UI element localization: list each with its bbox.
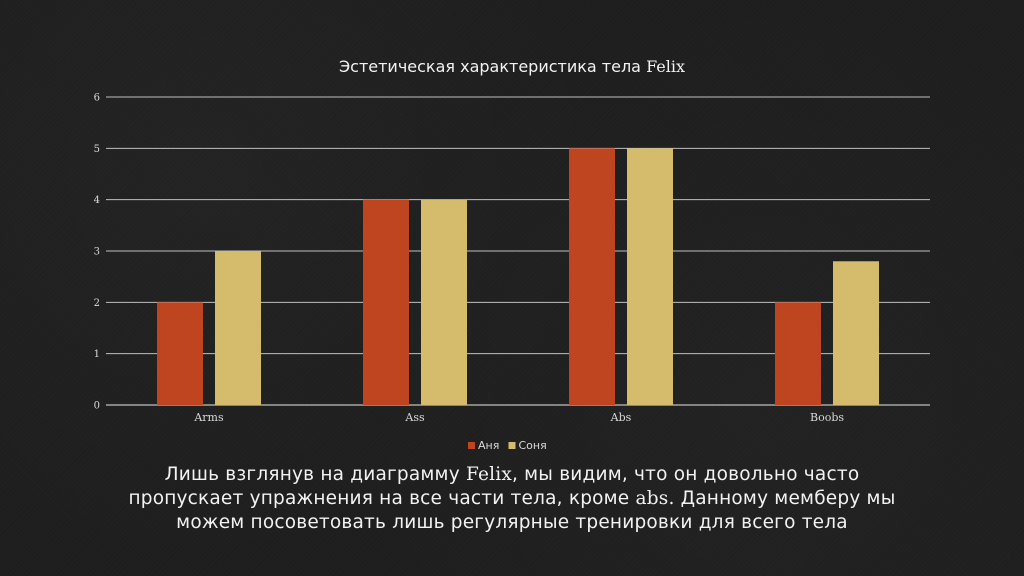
y-tick-label-0: 0 [94, 401, 100, 412]
caption-line-2: пропускает упражнения на все части тела,… [40, 487, 984, 511]
bar-arms-series-1 [157, 302, 203, 405]
caption-line-1-start: Лишь взглянув на диаграмму [164, 464, 466, 485]
bar-boobs-series-1 [775, 302, 821, 405]
bar-boobs-series-2 [833, 261, 879, 405]
caption-line-2-end: Данному мемберу мы [674, 488, 896, 509]
caption-line-1: Лишь взглянув на диаграмму Felix, мы вид… [40, 463, 984, 487]
bar-chart: Эстетическая характеристика тела Felix 0… [94, 57, 930, 452]
x-tick-label-abs: Abs [610, 411, 632, 424]
x-tick-label-boobs: Boobs [810, 411, 844, 424]
caption-line-1-name: Felix [465, 464, 512, 485]
caption-line-2-start: пропускает упражнения на все части тела,… [128, 488, 636, 509]
legend: Аня Соня [468, 439, 547, 452]
x-tick-label-ass: Ass [404, 411, 425, 424]
y-tick-label-6: 6 [94, 93, 100, 104]
y-tick-label-1: 1 [94, 349, 100, 360]
bar-arms-series-2 [215, 251, 261, 405]
caption-line-3: можем посоветовать лишь регулярные трени… [176, 512, 848, 533]
bar-ass-series-2 [421, 199, 467, 405]
caption-line-2-abs: abs. [635, 488, 675, 509]
y-tick-label-2: 2 [94, 298, 100, 309]
x-tick-label-arms: Arms [193, 411, 224, 424]
bars [157, 148, 879, 406]
y-tick-label-4: 4 [94, 195, 100, 206]
chart-title: Эстетическая характеристика тела Felix [339, 57, 685, 76]
y-tick-label-5: 5 [94, 144, 100, 155]
y-axis: 0 1 2 3 4 5 6 [94, 93, 100, 412]
legend-swatch-1 [468, 442, 475, 449]
legend-swatch-2 [508, 442, 516, 449]
caption-text: Лишь взглянув на диаграмму Felix, мы вид… [40, 463, 984, 535]
chart-title-name: Felix [646, 57, 685, 76]
y-tick-label-3: 3 [94, 247, 100, 258]
x-axis: Arms Ass Abs Boobs [193, 411, 844, 424]
legend-label-1: Аня [478, 439, 499, 452]
legend-label-2: Соня [519, 439, 547, 452]
bar-abs-series-2 [627, 148, 673, 406]
bar-abs-series-1 [569, 148, 615, 406]
bar-ass-series-1 [363, 199, 409, 405]
chart-title-main: Эстетическая характеристика тела [339, 57, 646, 76]
caption-line-1-end: , мы видим, что он довольно часто [511, 464, 860, 485]
